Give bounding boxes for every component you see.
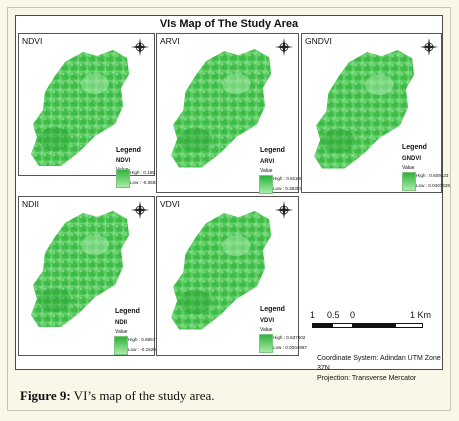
legend-color-ramp [116,169,130,188]
figure-caption: Figure 9: VI’s map of the study area. [20,388,214,404]
gndvi-study-area-map [314,50,415,169]
north-arrow-icon [274,200,294,220]
north-arrow-icon [274,37,294,57]
vdvi-study-area-map [171,211,272,330]
legend-high: High : 0.665776 [128,337,161,342]
legend-low: Low : 0.383576 [273,186,305,191]
legend-color-ramp [402,172,416,191]
legend-high: High : 0.637602 [273,335,306,340]
panel-title: NDII [22,199,39,209]
scale-segment [332,323,353,328]
legend-low: Low : 0.0004987 [273,345,307,350]
legend-index-name: ARVI [260,159,275,165]
coordinate-system: Coordinate System: Adindan UTM Zone 37N [317,355,441,372]
legend-high: High : 0.609123 [416,173,449,178]
map-sheet: VIs Map of The Study Area NDVI Legend ND… [15,15,450,382]
north-arrow-icon [419,37,439,57]
legend-low: Low : -0.152011 [128,347,161,352]
north-arrow-icon [130,200,150,220]
panel-vdvi: VDVI Legend VDVI Value High : 0.637602 L… [156,196,307,356]
legend-low: Low : 0.0407428 [416,183,450,188]
legend-color-ramp [259,175,273,194]
legend-title: Legend [260,306,285,313]
legend-index-name: NDII [115,320,127,326]
caption-text: VI’s map of the study area. [70,388,215,403]
panel-arvi: ARVI Legend ARVI Value High : 0.811002 L… [156,33,305,194]
north-arrow-icon [130,37,150,57]
scale-tick-label: 0 [350,310,356,320]
legend-title: Legend [260,147,285,154]
legend-value-label: Value [260,327,273,333]
panel-title: ARVI [160,36,180,46]
scale-tick-label: 1 [310,310,316,320]
legend-index-name: VDVI [260,318,275,324]
legend-low: Low : -0.0592179 [130,180,166,185]
legend-title: Legend [115,308,140,315]
legend-title: Legend [402,144,427,151]
scale-tick-label: 0.5 [327,310,340,320]
legend-index-name: GNDVI [402,156,422,162]
legend-value-label: Value [260,168,273,174]
legend-high: High : 0.155 [130,170,155,175]
scale-tick-label: 1 Km [410,310,432,320]
panel-ndii: NDII Legend NDII Value High : 0.665776 L… [18,196,161,356]
scale-segment [353,323,395,328]
panel-title: VDVI [160,199,180,209]
scale-segment [312,323,332,328]
panel-gndvi: GNDVI Legend GNDVI Value High : 0.609123… [301,33,450,193]
legend-index-name: NDVI [116,158,131,164]
panel-title: NDVI [22,36,43,46]
panel-title: GNDVI [305,36,332,46]
legend-color-ramp [114,336,128,355]
ndii-study-area-map [31,211,129,327]
caption-label: Figure 9: [20,388,71,403]
scale-segment [395,323,423,328]
legend-value-label: Value [402,165,415,171]
panel-ndvi: NDVI Legend NDVI Value [18,33,155,176]
coordinate-info: Coordinate System: Adindan UTM Zone 37N … [317,354,442,384]
legend-value-label: Value [115,329,128,335]
arvi-study-area-map [171,49,272,168]
legend-color-ramp [259,334,273,353]
legend-high: High : 0.811002 [273,176,306,181]
projection: Projection: Transverse Mercator [317,375,417,382]
legend-title: Legend [116,147,141,154]
map-title: VIs Map of The Study Area [159,18,299,30]
